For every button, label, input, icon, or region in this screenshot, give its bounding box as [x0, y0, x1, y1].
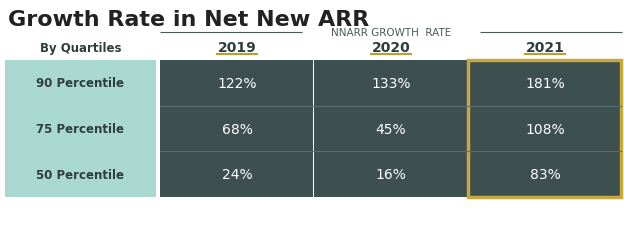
- Bar: [468, 106, 621, 152]
- Bar: [160, 106, 313, 152]
- Text: 181%: 181%: [525, 77, 565, 90]
- Text: 2020: 2020: [372, 41, 411, 55]
- Text: 16%: 16%: [376, 168, 406, 181]
- Text: 45%: 45%: [376, 122, 406, 136]
- Bar: [160, 61, 313, 106]
- Text: 108%: 108%: [525, 122, 565, 136]
- Bar: [5, 61, 156, 106]
- Text: 122%: 122%: [217, 77, 256, 90]
- Text: 50 Percentile: 50 Percentile: [36, 168, 125, 181]
- Bar: [314, 61, 467, 106]
- Text: By Quartiles: By Quartiles: [40, 41, 121, 54]
- Text: 75 Percentile: 75 Percentile: [36, 122, 125, 136]
- Bar: [468, 61, 621, 197]
- Text: Growth Rate in Net New ARR: Growth Rate in Net New ARR: [8, 10, 369, 30]
- Text: NNARR GROWTH  RATE: NNARR GROWTH RATE: [331, 28, 451, 38]
- Text: 68%: 68%: [222, 122, 253, 136]
- Text: 90 Percentile: 90 Percentile: [36, 77, 125, 90]
- Text: 2021: 2021: [525, 41, 565, 55]
- Bar: [5, 152, 156, 197]
- Bar: [160, 152, 313, 197]
- Bar: [314, 152, 467, 197]
- Text: 83%: 83%: [530, 168, 560, 181]
- Bar: [5, 106, 156, 152]
- Bar: [468, 152, 621, 197]
- Text: 24%: 24%: [222, 168, 252, 181]
- Text: 133%: 133%: [371, 77, 411, 90]
- Bar: [468, 61, 621, 106]
- Bar: [314, 106, 467, 152]
- Text: 2019: 2019: [218, 41, 256, 55]
